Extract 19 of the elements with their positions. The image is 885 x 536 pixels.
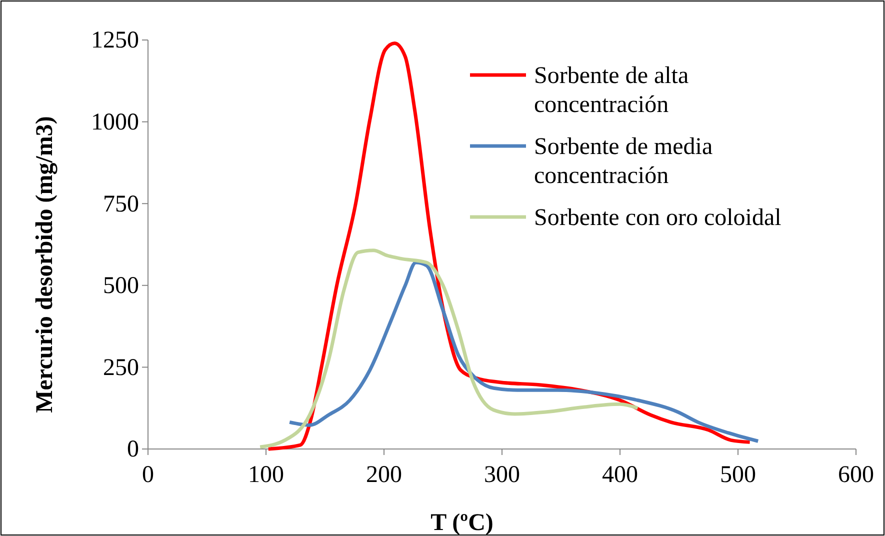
legend-label: Sorbente de alta concentración <box>534 63 689 118</box>
y-tick-label: 250 <box>103 354 139 381</box>
y-axis-title: Mercurio desorbido (mg/m3) <box>32 116 58 413</box>
x-tick-label: 500 <box>720 462 756 488</box>
x-tick-label: 400 <box>602 462 638 488</box>
x-tick-label: 200 <box>366 462 402 488</box>
legend-label: Sorbente de media concentración <box>534 134 713 189</box>
x-tick-label: 100 <box>248 462 284 488</box>
line-series <box>258 248 640 449</box>
y-tick-label: 1250 <box>91 28 139 54</box>
x-tick-label: 600 <box>838 462 874 488</box>
y-tick-label: 750 <box>103 191 139 218</box>
y-tick-label: 500 <box>103 273 139 300</box>
line-series <box>288 260 760 443</box>
x-tick-label: 300 <box>484 462 520 488</box>
legend-label: Sorbente con oro coloidal <box>534 205 782 231</box>
x-axis-title: T (ºC) <box>430 510 494 536</box>
y-tick-label: 1000 <box>91 109 139 136</box>
y-tick-label: 0 <box>127 436 139 463</box>
